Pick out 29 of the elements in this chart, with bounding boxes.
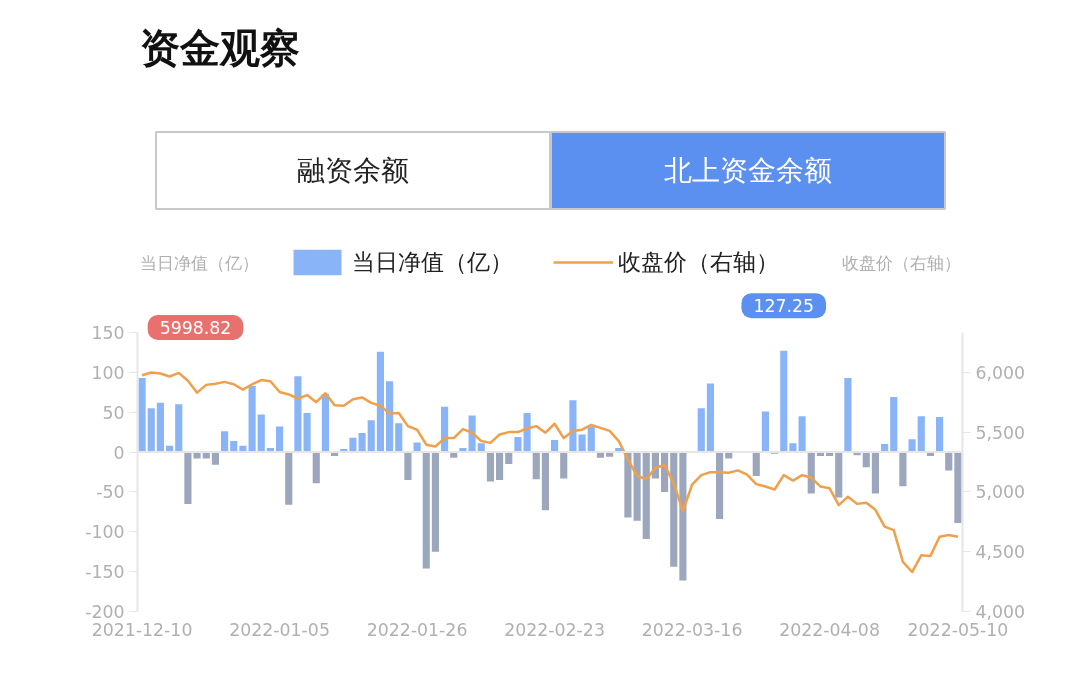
data-label: 5998.82 [159, 317, 232, 338]
x-tick-label: 2022-05-10 [907, 619, 1009, 640]
x-tick-label: 2022-02-23 [504, 619, 605, 640]
y-tick-label: -200 [85, 602, 125, 622]
y-tick-label: 50 [102, 402, 125, 423]
data-label: 127.25 [753, 296, 815, 317]
x-tick-label: 2021-12-10 [91, 619, 193, 640]
y-tick-label: -100 [85, 522, 125, 543]
x-tick-label: 2022-01-26 [366, 619, 468, 640]
y-tick-label: -50 [96, 482, 125, 503]
y2-axis-title: 收盘价（右轴） [841, 252, 961, 273]
y2-tick-label: 5,000 [975, 482, 1026, 503]
y2-tick-label: 4,500 [975, 542, 1026, 563]
x-tick-label: 2022-03-16 [641, 619, 743, 640]
y-axis-title: 当日净值（亿） [139, 252, 259, 273]
text: 北上资金余额 [664, 154, 832, 187]
y-tick-label: 0 [113, 442, 125, 463]
x-tick-label: 2022-04-08 [779, 619, 880, 640]
chart-title: 资金观察 [139, 24, 300, 71]
y-tick-label: 100 [91, 362, 125, 383]
y2-tick-label: 6,000 [975, 362, 1026, 383]
legend-label: 当日净值（亿） [352, 247, 513, 277]
y-tick-label: 150 [91, 323, 125, 343]
legend-label: 收盘价（右轴） [618, 247, 779, 277]
x-tick-label: 2022-01-05 [229, 619, 330, 640]
y2-tick-label: 5,500 [975, 422, 1026, 443]
text: 融资余额 [297, 154, 409, 187]
y-tick-label: -150 [85, 562, 125, 583]
y2-tick-label: 4,000 [975, 602, 1026, 622]
